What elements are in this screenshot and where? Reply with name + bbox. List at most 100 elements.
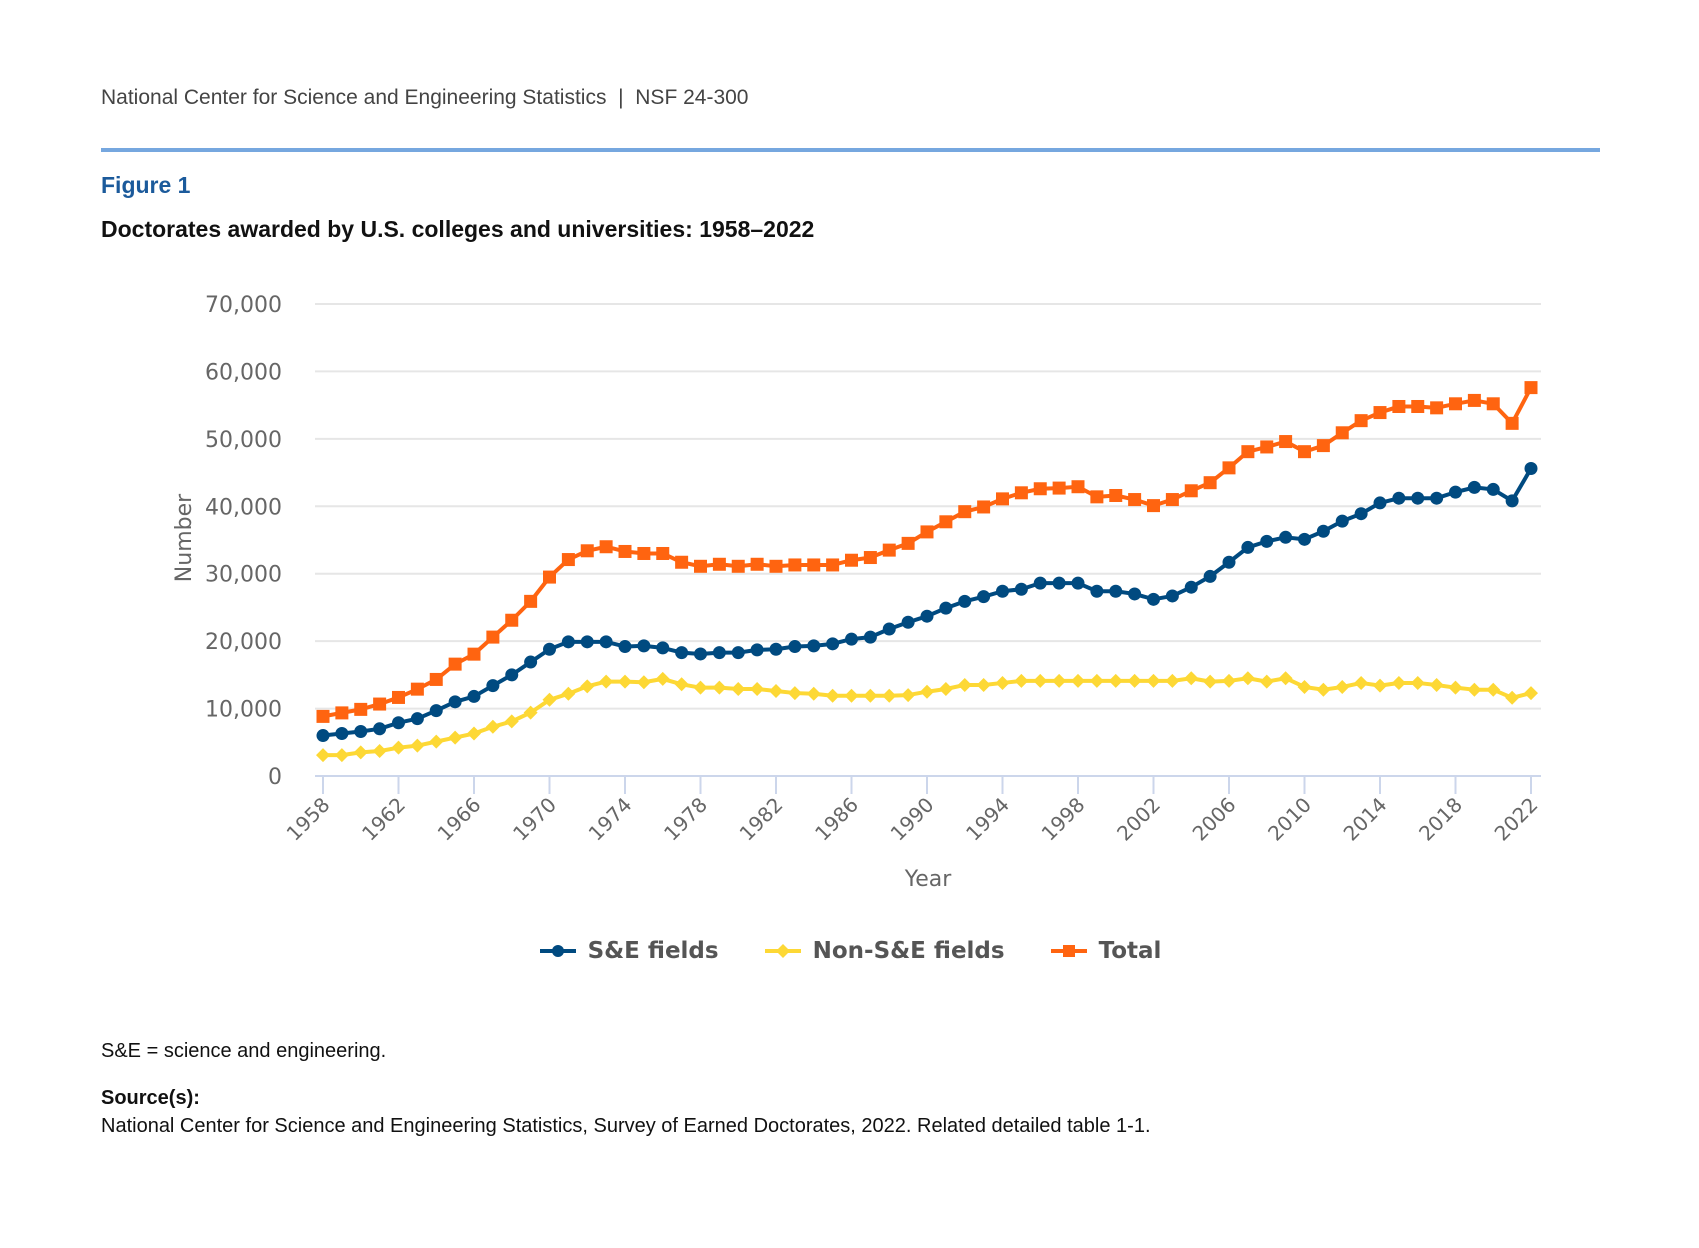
data-point: [920, 525, 934, 539]
data-point: [485, 719, 500, 734]
data-point: [429, 734, 444, 749]
data-point: [977, 500, 991, 514]
data-point: [957, 677, 972, 692]
data-point: [1335, 679, 1350, 694]
data-point: [1165, 589, 1179, 603]
data-point: [429, 672, 443, 686]
data-point: [1373, 406, 1387, 420]
data-point: [561, 553, 575, 567]
data-point: [448, 657, 462, 671]
report-header: National Center for Science and Engineer…: [101, 86, 749, 110]
data-point: [901, 536, 915, 550]
x-tick-label: 2022: [1490, 793, 1543, 846]
x-tick-label: 1958: [282, 793, 335, 846]
header-separator: |: [618, 86, 624, 109]
data-point: [504, 714, 519, 729]
data-point: [1505, 416, 1519, 430]
x-tick-label: 2006: [1188, 793, 1241, 846]
data-point: [1165, 673, 1180, 688]
data-point: [1449, 397, 1462, 411]
data-point: [1354, 414, 1368, 428]
data-point: [845, 632, 858, 646]
data-point: [920, 684, 934, 699]
data-point: [618, 640, 632, 654]
data-point: [694, 559, 707, 573]
data-point: [1316, 439, 1330, 453]
x-tick-label: 1986: [810, 793, 863, 846]
y-axis-ticks: 0 10,000 20,000 30,000 40,000 50,000 60,000 70,…: [205, 293, 282, 790]
data-point: [1278, 671, 1293, 686]
data-point: [523, 705, 538, 720]
data-point: [731, 646, 745, 660]
data-point: [1184, 671, 1199, 686]
data-point: [731, 559, 745, 573]
data-point: [392, 716, 405, 730]
data-point: [1430, 401, 1444, 415]
data-point: [712, 646, 726, 660]
data-point: [1260, 440, 1274, 454]
data-point: [486, 630, 500, 644]
y-tick-label: 20,000: [205, 630, 282, 655]
source-text: National Center for Science and Engineer…: [101, 1115, 1151, 1137]
data-point: [1298, 445, 1311, 459]
data-point: [618, 674, 632, 689]
data-point: [1467, 393, 1481, 407]
data-point: [787, 686, 802, 701]
data-point: [316, 729, 330, 743]
x-tick-label: 1970: [508, 793, 561, 846]
data-point: [769, 642, 783, 656]
data-point: [1335, 514, 1349, 528]
data-point: [1090, 584, 1104, 598]
data-point: [863, 630, 877, 644]
data-point: [863, 688, 878, 703]
data-point: [580, 635, 594, 649]
data-point: [1429, 677, 1444, 692]
report-id: NSF 24-300: [635, 86, 749, 109]
data-point: [1203, 674, 1218, 689]
data-point: [1222, 673, 1236, 688]
data-point: [788, 558, 802, 572]
data-point: [335, 706, 349, 720]
figure-title: Doctorates awarded by U.S. colleges and …: [101, 216, 815, 242]
y-tick-label: 0: [268, 765, 282, 790]
data-point: [1505, 494, 1519, 508]
data-point: [1147, 499, 1160, 513]
data-point: [1014, 582, 1028, 596]
data-point: [636, 675, 651, 690]
data-point: [958, 505, 972, 519]
data-point: [1392, 491, 1406, 505]
x-tick-label: 1978: [659, 793, 712, 846]
data-point: [1090, 490, 1104, 504]
data-point: [655, 671, 670, 686]
y-tick-label: 60,000: [205, 360, 282, 385]
data-point: [1448, 680, 1463, 695]
data-point: [1467, 682, 1482, 697]
data-point: [1203, 569, 1217, 583]
data-point: [788, 640, 802, 654]
data-point: [1316, 524, 1330, 538]
data-point: [505, 613, 519, 627]
legend-item-total[interactable]: Total: [1049, 938, 1161, 964]
data-point: [845, 553, 858, 567]
data-point: [410, 712, 424, 726]
y-axis-label: Number: [172, 493, 197, 582]
x-tick-label: 1990: [886, 793, 939, 846]
data-point: [467, 726, 481, 741]
data-point: [1128, 493, 1142, 507]
data-point: [1486, 482, 1500, 496]
data-point: [1109, 488, 1123, 502]
data-point: [1052, 576, 1066, 590]
legend-item-non-se-fields[interactable]: Non-S&E fields: [763, 938, 1005, 964]
data-point: [1052, 481, 1066, 495]
data-point: [1298, 532, 1311, 546]
series-group: [316, 381, 1538, 763]
data-point: [1052, 673, 1067, 688]
y-tick-label: 40,000: [205, 495, 282, 520]
source-label: Source(s):: [101, 1087, 200, 1109]
data-point: [675, 555, 689, 569]
data-point: [826, 558, 840, 572]
data-point: [1071, 480, 1085, 494]
y-tick-label: 10,000: [205, 698, 282, 723]
legend-item-se-fields[interactable]: S&E fields: [538, 938, 719, 964]
data-point: [524, 594, 538, 608]
